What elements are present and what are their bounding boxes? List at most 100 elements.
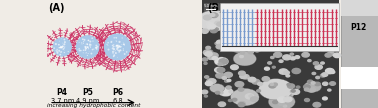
Circle shape (287, 84, 290, 86)
Circle shape (121, 46, 122, 47)
Circle shape (280, 36, 285, 39)
Circle shape (304, 85, 310, 89)
Circle shape (269, 84, 276, 88)
Circle shape (107, 44, 108, 45)
Circle shape (60, 46, 61, 47)
Circle shape (59, 54, 61, 56)
Circle shape (326, 40, 332, 44)
Circle shape (116, 41, 117, 42)
Circle shape (274, 87, 294, 100)
Circle shape (116, 37, 117, 39)
Circle shape (92, 49, 93, 50)
Circle shape (88, 53, 89, 54)
Text: (B): (B) (208, 3, 224, 13)
Circle shape (290, 53, 294, 55)
Circle shape (59, 47, 60, 48)
Circle shape (77, 49, 79, 50)
Circle shape (60, 46, 62, 48)
Circle shape (88, 40, 89, 41)
Circle shape (118, 50, 120, 52)
Circle shape (208, 79, 216, 84)
Text: increasing hydrophobic content: increasing hydrophobic content (47, 103, 140, 108)
Circle shape (90, 47, 91, 48)
Circle shape (284, 14, 288, 16)
Circle shape (271, 56, 274, 59)
Circle shape (118, 45, 121, 47)
Bar (204, 3, 225, 12)
Circle shape (290, 57, 295, 60)
Circle shape (210, 28, 217, 33)
Circle shape (304, 81, 322, 92)
Circle shape (283, 55, 291, 60)
Circle shape (113, 46, 115, 47)
Circle shape (305, 98, 310, 102)
Circle shape (92, 40, 94, 42)
Circle shape (273, 101, 277, 104)
Circle shape (308, 33, 311, 35)
Circle shape (329, 49, 333, 52)
Circle shape (63, 48, 64, 49)
Circle shape (120, 49, 121, 50)
Circle shape (313, 62, 319, 65)
Circle shape (238, 103, 245, 107)
Circle shape (321, 62, 324, 64)
Circle shape (116, 45, 118, 47)
Circle shape (268, 62, 271, 64)
Circle shape (96, 47, 97, 48)
Circle shape (86, 52, 87, 53)
Circle shape (242, 75, 249, 79)
Circle shape (285, 73, 288, 75)
Circle shape (232, 98, 237, 101)
Circle shape (89, 40, 91, 43)
Circle shape (277, 97, 286, 102)
Circle shape (206, 46, 211, 49)
Circle shape (112, 45, 113, 46)
Circle shape (308, 60, 311, 62)
Text: 6.8: 6.8 (112, 98, 122, 104)
Circle shape (221, 19, 226, 23)
Text: P5: P5 (82, 88, 93, 97)
Circle shape (285, 97, 288, 98)
Circle shape (307, 87, 315, 92)
Circle shape (325, 16, 334, 21)
Circle shape (265, 67, 270, 70)
Circle shape (290, 91, 294, 93)
Circle shape (116, 45, 117, 46)
Circle shape (113, 51, 115, 52)
Circle shape (56, 49, 58, 50)
Circle shape (93, 48, 94, 50)
Circle shape (117, 44, 119, 47)
Circle shape (83, 43, 84, 44)
Circle shape (313, 17, 339, 34)
Circle shape (215, 42, 218, 44)
Circle shape (115, 46, 116, 47)
Circle shape (61, 46, 63, 48)
Circle shape (113, 48, 115, 50)
Circle shape (116, 47, 118, 48)
Circle shape (115, 50, 116, 51)
Circle shape (250, 29, 259, 34)
Circle shape (123, 48, 124, 49)
Circle shape (214, 57, 229, 66)
Circle shape (82, 38, 84, 40)
Circle shape (273, 83, 277, 86)
Circle shape (251, 97, 258, 101)
Circle shape (89, 44, 91, 46)
Text: 50 nm: 50 nm (203, 4, 217, 8)
Circle shape (116, 48, 118, 50)
Circle shape (90, 45, 91, 47)
Circle shape (325, 68, 334, 74)
Circle shape (315, 82, 320, 86)
Circle shape (229, 91, 233, 93)
Circle shape (259, 22, 262, 24)
Circle shape (87, 44, 88, 45)
Circle shape (107, 49, 110, 51)
Circle shape (217, 22, 223, 26)
Circle shape (56, 52, 59, 54)
Circle shape (86, 48, 87, 49)
Circle shape (270, 42, 273, 44)
Circle shape (325, 30, 332, 34)
Circle shape (262, 14, 268, 18)
Circle shape (279, 28, 282, 30)
Circle shape (255, 30, 273, 41)
